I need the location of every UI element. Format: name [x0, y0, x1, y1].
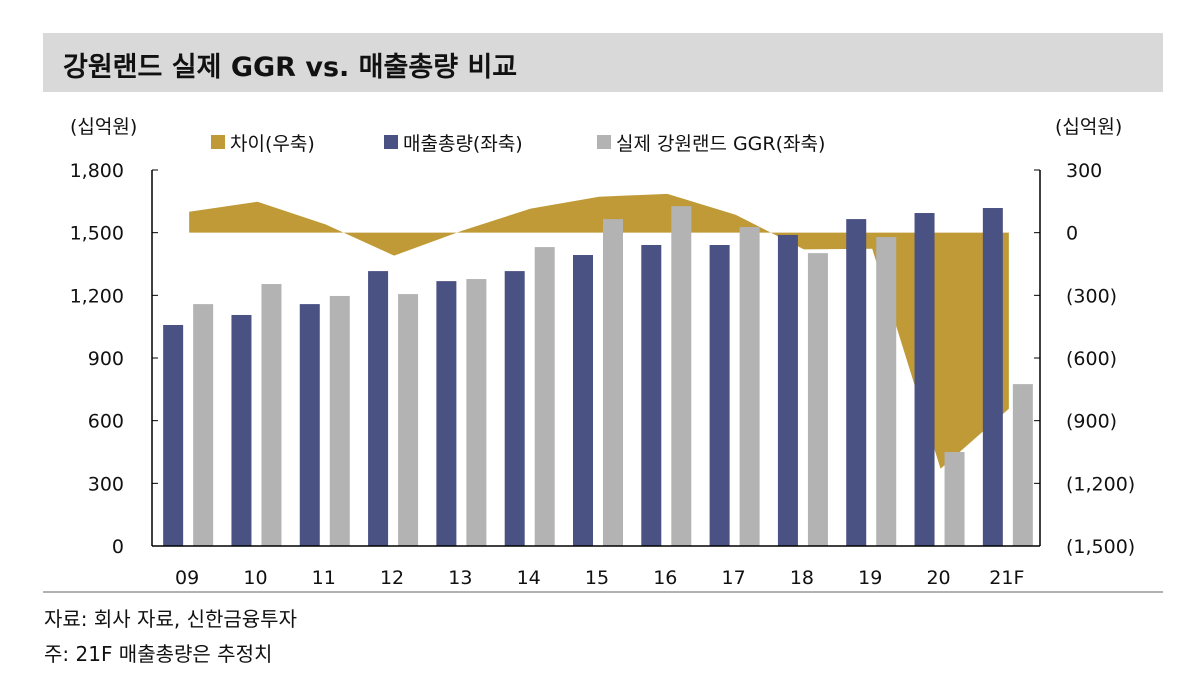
bar-ggr-14 — [534, 247, 555, 546]
x-tick-label: 09 — [175, 567, 199, 589]
title-bar: 강원랜드 실제 GGR vs. 매출총량 비교 — [43, 33, 1163, 92]
right-tick-label: 0 — [1066, 223, 1078, 245]
right-tick-label: (1,500) — [1066, 536, 1135, 558]
legend-swatch-2 — [597, 135, 611, 149]
bar-ggr-20 — [944, 452, 965, 546]
bar-sales-cap-16 — [641, 244, 662, 547]
left-tick-label: 0 — [112, 536, 124, 558]
legend-label-1: 매출총량(좌축) — [403, 133, 523, 155]
bar-sales-cap-19 — [846, 219, 867, 547]
x-tick-label: 19 — [858, 567, 882, 589]
x-tick-label: 21F — [989, 567, 1024, 589]
left-tick-label: 1,200 — [70, 285, 124, 307]
bar-ggr-19 — [876, 237, 897, 546]
legend-label-2: 실제 강원랜드 GGR(좌축) — [616, 133, 825, 155]
left-unit-label: (십억원) — [70, 116, 137, 138]
bar-ggr-18 — [807, 253, 828, 547]
bar-sales-cap-17 — [709, 244, 730, 547]
left-tick-label: 1,800 — [70, 160, 124, 182]
legend-swatch-0 — [211, 135, 225, 149]
chart-title: 강원랜드 실제 GGR vs. 매출총량 비교 — [63, 52, 518, 83]
x-tick-label: 12 — [380, 567, 404, 589]
bar-sales-cap-18 — [777, 234, 798, 546]
legend-label-0: 차이(우축) — [230, 133, 315, 155]
bar-sales-cap-11 — [299, 304, 320, 546]
right-tick-label: (900) — [1066, 411, 1117, 433]
x-tick-label: 15 — [585, 567, 609, 589]
bar-ggr-09 — [193, 304, 214, 546]
bar-sales-cap-10 — [231, 314, 252, 546]
x-tick-label: 13 — [448, 567, 472, 589]
x-tick-label: 14 — [517, 567, 541, 589]
bar-ggr-17 — [739, 227, 760, 546]
right-unit-label: (십억원) — [1055, 116, 1122, 138]
left-tick-label: 1,500 — [70, 223, 124, 245]
left-tick-label: 300 — [88, 473, 124, 495]
bar-ggr-10 — [261, 284, 282, 546]
x-tick-label: 10 — [243, 567, 267, 589]
left-tick-label: 600 — [88, 411, 124, 433]
right-tick-label: (600) — [1066, 348, 1117, 370]
x-tick-label: 11 — [312, 567, 336, 589]
bar-sales-cap-14 — [504, 271, 525, 546]
bar-ggr-11 — [329, 295, 350, 546]
right-tick-label: (1,200) — [1066, 473, 1135, 495]
bar-ggr-13 — [466, 279, 487, 546]
bar-ggr-16 — [671, 206, 692, 547]
x-tick-label: 18 — [790, 567, 814, 589]
source-note: 자료: 회사 자료, 신한금융투자 — [44, 607, 297, 631]
x-tick-label: 16 — [653, 567, 677, 589]
bar-ggr-15 — [603, 219, 623, 547]
right-tick-label: (300) — [1066, 285, 1117, 307]
bar-sales-cap-13 — [436, 281, 457, 546]
footnote: 주: 21F 매출총량은 추정치 — [44, 642, 273, 666]
x-tick-label: 17 — [722, 567, 746, 589]
bar-sales-cap-12 — [368, 271, 389, 546]
right-tick-label: 300 — [1066, 160, 1102, 182]
bar-ggr-12 — [398, 294, 419, 546]
area-series-difference — [189, 193, 1009, 469]
legend-swatch-1 — [384, 135, 398, 149]
bar-sales-cap-20 — [914, 213, 935, 546]
bar-sales-cap-21F — [982, 208, 1003, 547]
x-tick-label: 20 — [926, 567, 950, 589]
left-tick-label: 900 — [88, 348, 124, 370]
bar-sales-cap-09 — [163, 324, 184, 546]
bar-ggr-21F — [1012, 384, 1033, 546]
bar-sales-cap-15 — [573, 255, 593, 547]
